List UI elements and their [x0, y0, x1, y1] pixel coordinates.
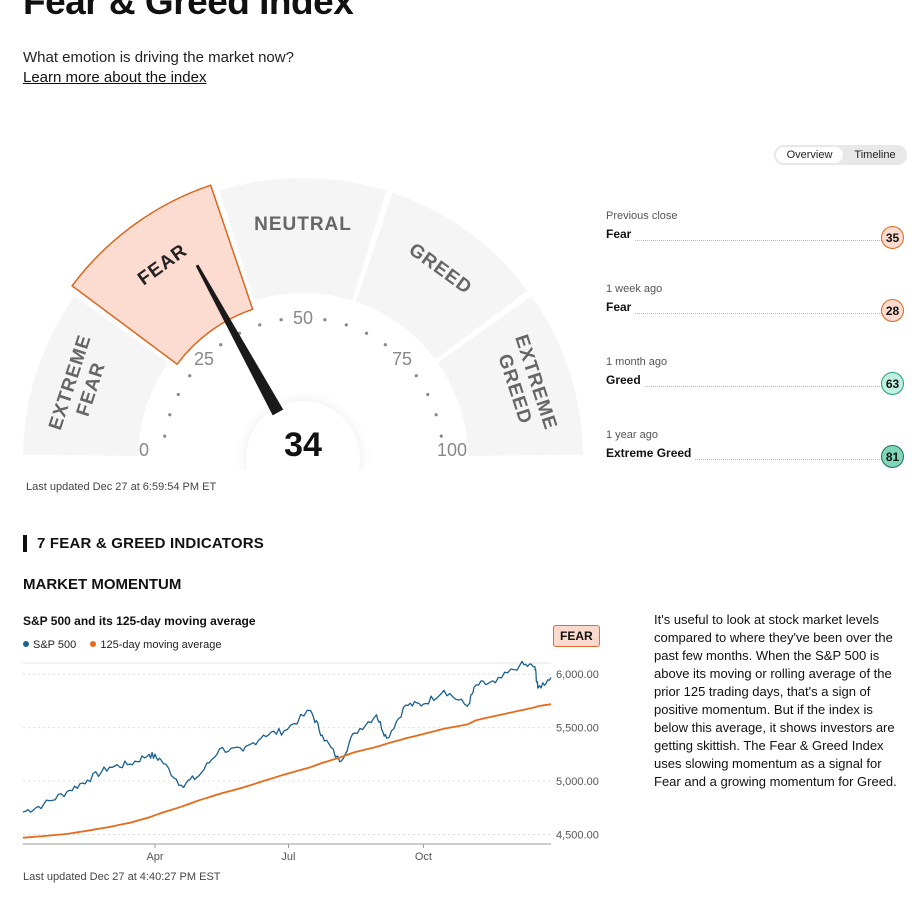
chart-last-updated: Last updated Dec 27 at 4:40:27 PM EST — [23, 871, 221, 883]
dotted-leader — [606, 386, 884, 387]
history-rating: Greed — [606, 373, 645, 387]
gauge-tick-dot — [176, 392, 180, 397]
dotted-leader — [606, 459, 884, 460]
history-1-month-ago: 1 month ago Greed 63 — [606, 356, 904, 401]
history-label: 1 week ago — [606, 283, 663, 295]
gauge-tick-dot — [323, 318, 327, 322]
gauge-tick-dot — [168, 413, 172, 417]
history-label: Previous close — [606, 210, 678, 222]
view-toggle: Overview Timeline — [774, 145, 907, 165]
x-tick-label: Jul — [281, 851, 295, 863]
legend-label-sp500: S&P 500 — [33, 639, 77, 651]
legend-label-moving-average: 125-day moving average — [100, 639, 222, 651]
y-tick-label: 6,000.00 — [556, 669, 599, 681]
gauge-needle — [195, 264, 284, 416]
tab-timeline[interactable]: Timeline — [854, 149, 896, 161]
gauge-scale-label: 50 — [293, 308, 313, 328]
history-rating: Extreme Greed — [606, 446, 696, 460]
gauge-scale-label: 0 — [139, 440, 149, 460]
y-tick-label: 5,500.00 — [556, 723, 599, 735]
fear-greed-gauge: EXTREMEFEARFEARNEUTRALGREEDEXTREMEGREED … — [23, 178, 583, 470]
market-momentum-heading: MARKET MOMENTUM — [23, 576, 182, 593]
momentum-rating-badge: FEAR — [553, 625, 600, 647]
x-tick-label: Apr — [146, 851, 163, 863]
market-momentum-chart: 4,500.00 5,000.00 5,500.00 6,000.00 Apr Jul O… — [22, 660, 599, 863]
history-score-badge: 35 — [881, 226, 904, 249]
gauge-value: 34 — [284, 426, 322, 464]
legend-dot-moving-average — [90, 641, 97, 648]
history-score-badge: 63 — [881, 372, 904, 395]
indicators-heading: 7 FEAR & GREED INDICATORS — [23, 535, 264, 552]
history-label: 1 month ago — [606, 356, 668, 368]
gauge-tick-dot — [439, 434, 443, 438]
gauge-tick-dot — [383, 343, 387, 347]
tab-overview[interactable]: Overview — [776, 147, 843, 163]
gauge-tick-dot — [364, 331, 369, 335]
gauge-tick-dot — [414, 374, 418, 378]
x-tick-label: Oct — [415, 851, 432, 863]
gauge-segment-neutral — [219, 178, 387, 301]
dotted-leader — [606, 240, 884, 241]
history-label: 1 year ago — [606, 429, 658, 441]
gauge-segment-extreme-fear — [23, 296, 169, 456]
gauge-label-neutral: NEUTRAL — [254, 214, 352, 235]
page-title: Fear & Greed Index — [23, 0, 354, 22]
history-score-badge: 28 — [881, 299, 904, 322]
dotted-leader — [606, 313, 884, 314]
gauge-scale-label: 100 — [437, 440, 467, 460]
gauge-tick-dot — [163, 434, 167, 438]
history-score-badge: 81 — [881, 445, 904, 468]
history-previous-close: Previous close Fear 35 — [606, 210, 904, 255]
momentum-description: It's useful to look at stock market leve… — [654, 612, 897, 789]
chart-legend: S&P 500 125-day moving average — [23, 639, 221, 651]
gauge-tick-dot — [188, 374, 192, 378]
gauge-tick-dot — [434, 413, 438, 417]
gauge-scale-label: 25 — [194, 349, 214, 369]
chart-title: S&P 500 and its 125-day moving average — [23, 614, 256, 628]
gauge-segment-extreme-greed — [437, 296, 583, 456]
gauge-tick-dot — [258, 323, 262, 327]
history-rating: Fear — [606, 300, 636, 314]
gauge-last-updated: Last updated Dec 27 at 6:59:54 PM ET — [26, 481, 217, 493]
gauge-tick-dot — [426, 392, 430, 397]
gauge-tick-dot — [279, 318, 283, 322]
svg-text:NEUTRAL: NEUTRAL — [254, 214, 352, 235]
y-tick-label: 4,500.00 — [556, 829, 599, 841]
legend-dot-sp500 — [23, 641, 29, 648]
gauge-scale-label: 75 — [392, 349, 412, 369]
gauge-segment-greed — [355, 192, 528, 360]
page-subtitle: What emotion is driving the market now? — [23, 49, 294, 66]
y-tick-label: 5,000.00 — [556, 776, 599, 788]
sp500-line — [22, 660, 552, 813]
learn-more-link[interactable]: Learn more about the index — [23, 69, 207, 86]
moving-average-line — [22, 703, 552, 839]
gauge-tick-dot — [219, 343, 223, 347]
history-rating: Fear — [606, 227, 636, 241]
history-1-year-ago: 1 year ago Extreme Greed 81 — [606, 429, 904, 474]
gauge-hub — [246, 401, 360, 470]
gauge-segment-fear — [71, 184, 254, 366]
gauge-tick-dot — [344, 323, 348, 327]
history-1-week-ago: 1 week ago Fear 28 — [606, 283, 904, 328]
